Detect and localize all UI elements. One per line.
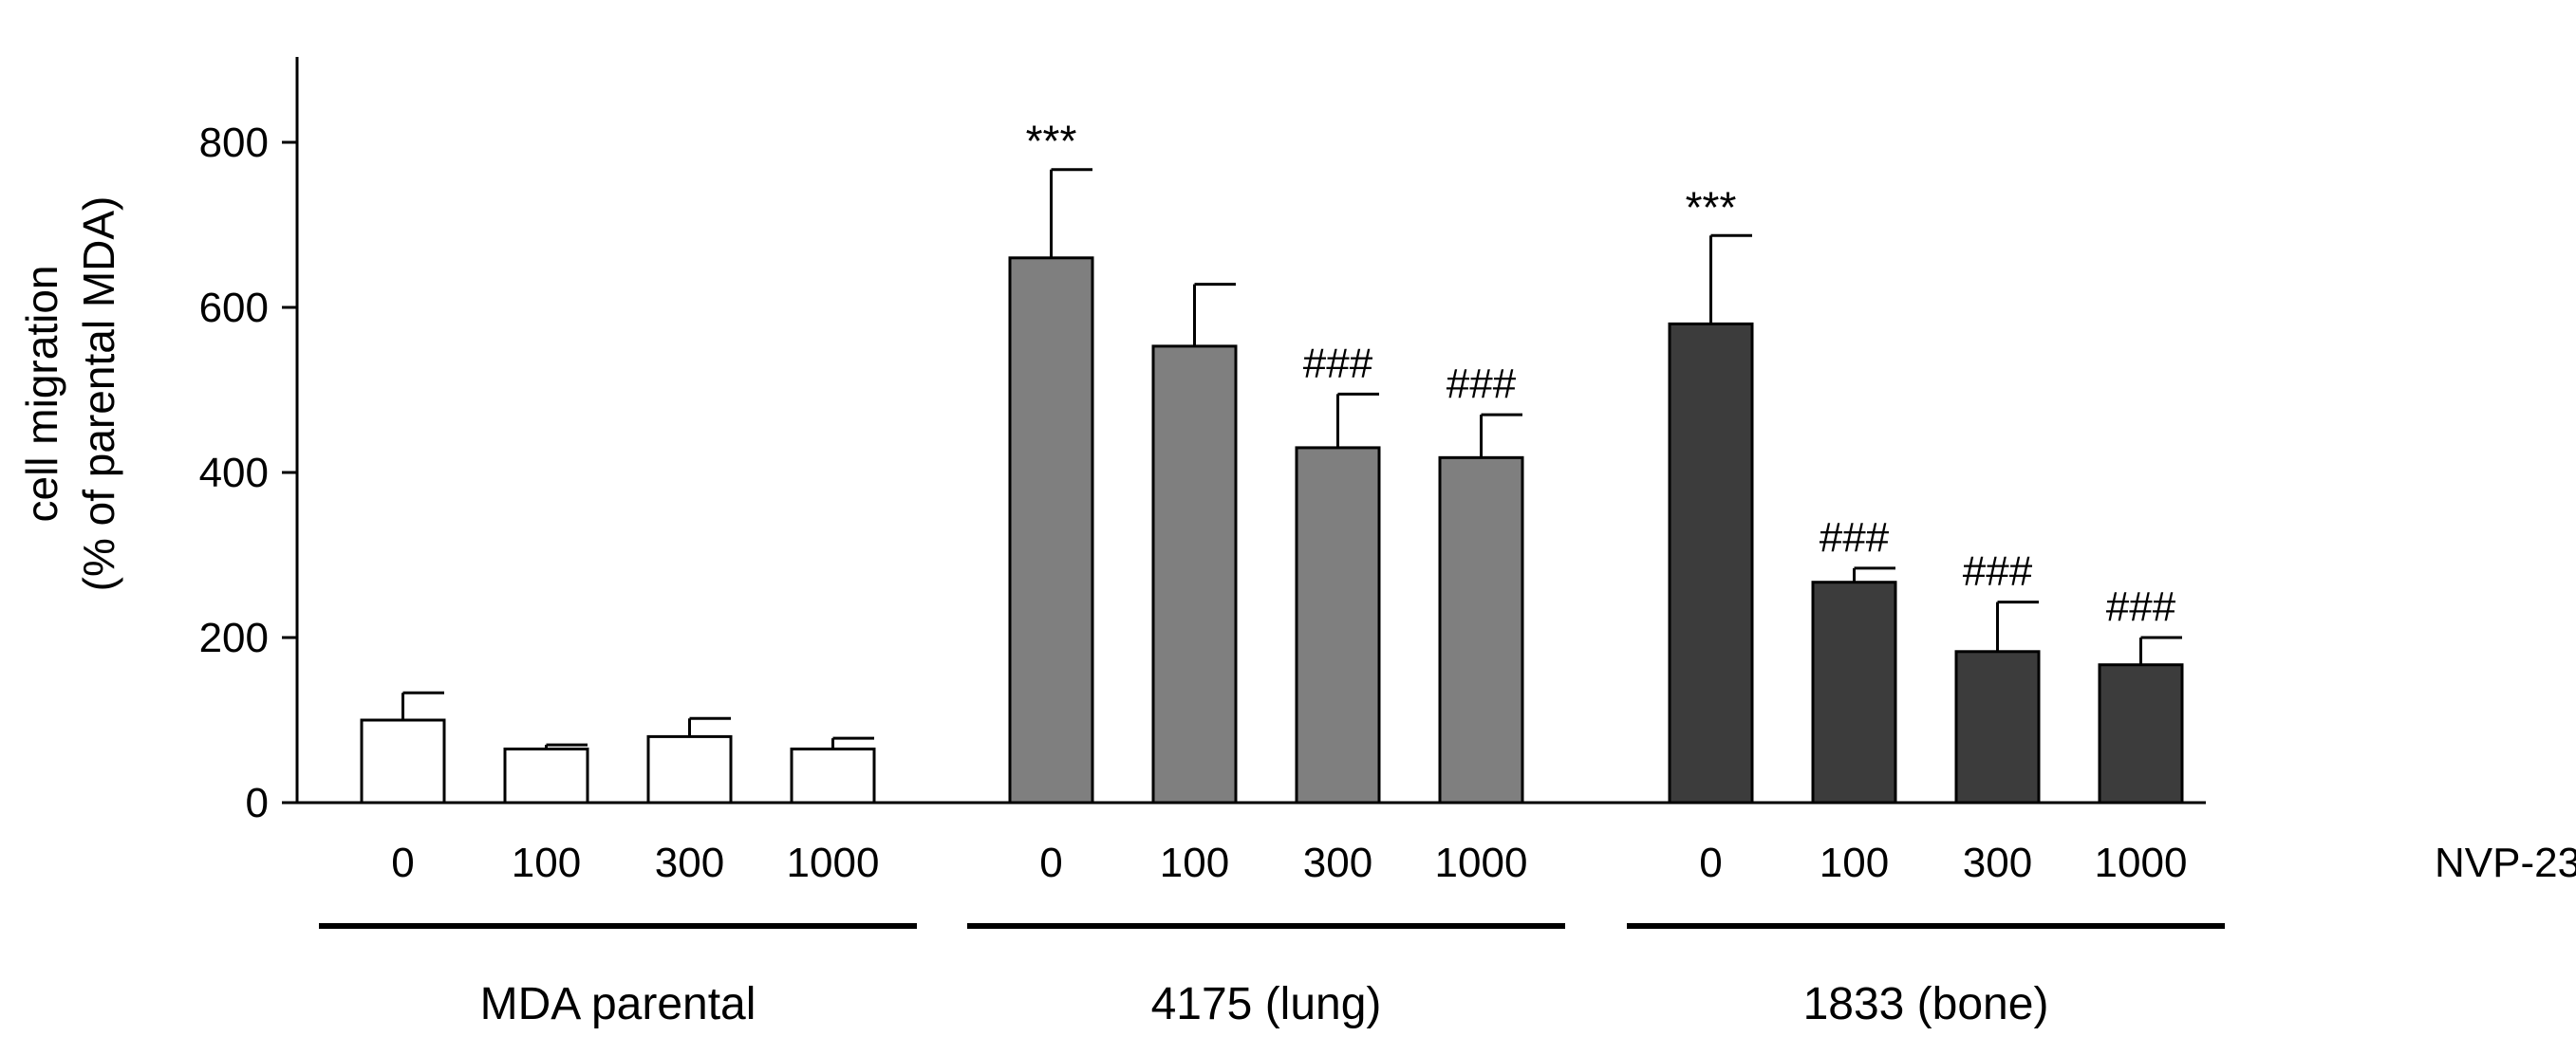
significance-annotations: *** ### ### *** ### ### ### [1026, 117, 2176, 630]
error-bars [401, 168, 2182, 750]
x-tick-label: 0 [1039, 840, 1062, 886]
x-tick-labels: 0 100 300 1000 0 100 300 1000 0 100 300 1000 [391, 840, 2187, 886]
significance-hashes: ### [1447, 361, 1517, 407]
bars [360, 256, 2184, 805]
y-axis-label-line-1: cell migration [17, 266, 66, 523]
y-axis-label: cell migration (% of parental MDA) [17, 196, 123, 592]
y-axis-label-line-2: (% of parental MDA) [74, 196, 123, 592]
significance-hashes: ### [1303, 340, 1373, 386]
significance-stars: *** [1026, 117, 1077, 166]
y-tick-label: 800 [199, 120, 269, 166]
significance-hashes: ### [1820, 514, 1890, 561]
group-label: 1833 (bone) [1803, 979, 2049, 1029]
significance-hashes: ### [2106, 583, 2176, 630]
y-tick-label: 400 [199, 450, 269, 496]
bar [1811, 581, 1897, 805]
x-tick-label: 100 [1820, 840, 1889, 886]
y-tick-label: 0 [246, 780, 269, 826]
x-tick-label: 0 [1699, 840, 1722, 886]
x-tick-label: 300 [655, 840, 724, 886]
bar [1954, 650, 2041, 805]
group-brackets: MDA parental 4175 (lung) 1833 (bone) [319, 923, 2225, 1029]
x-tick-label: 1000 [1435, 840, 1528, 886]
bar [1438, 455, 1524, 805]
y-tick-label: 600 [199, 285, 269, 331]
bar [790, 747, 876, 805]
x-tick-label: 300 [1963, 840, 2032, 886]
bar [1295, 446, 1381, 805]
bar [646, 734, 733, 805]
x-tick-label: 0 [391, 840, 414, 886]
x-tick-label: 1000 [2095, 840, 2188, 886]
group-label: MDA parental [480, 979, 756, 1029]
axes: 0 200 400 600 800 [199, 57, 2206, 826]
bar [1151, 344, 1238, 805]
x-tick-label: 300 [1303, 840, 1372, 886]
bar [503, 747, 589, 805]
y-tick-label: 200 [199, 615, 269, 661]
bar [1668, 322, 1754, 805]
x-tick-label: 100 [1160, 840, 1229, 886]
bar [1008, 256, 1094, 805]
bar [360, 718, 446, 805]
group-label: 4175 (lung) [1151, 979, 1382, 1029]
x-tick-label: 100 [512, 840, 581, 886]
significance-stars: *** [1686, 182, 1737, 231]
x-tick-label: 1000 [787, 840, 880, 886]
x-axis-label: NVP-231 (nM) [2435, 840, 2576, 886]
bar [2098, 663, 2184, 805]
significance-hashes: ### [1963, 548, 2033, 595]
